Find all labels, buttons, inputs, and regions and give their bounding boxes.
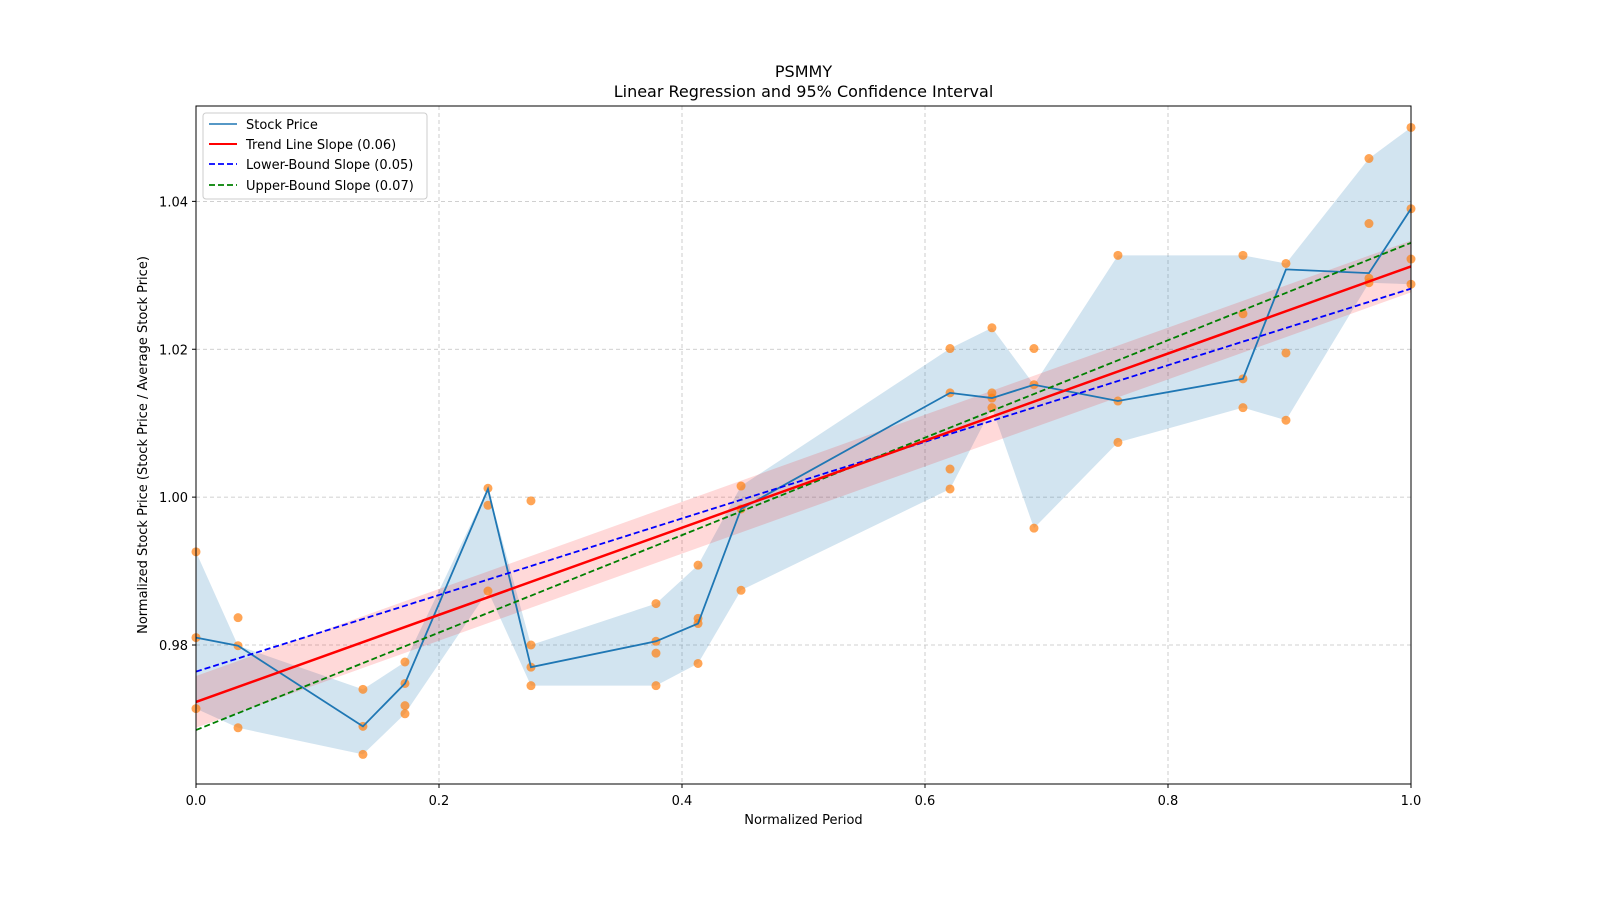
y-tick-label: 1.02 <box>159 343 188 358</box>
chart-title: PSMMY <box>775 62 832 81</box>
stock-price-band <box>196 127 1411 755</box>
data-point <box>358 684 368 694</box>
legend-label-lower-bound: Lower-Bound Slope (0.05) <box>246 158 413 173</box>
data-point <box>1238 250 1248 260</box>
data-point <box>400 657 410 667</box>
data-point <box>1113 437 1123 447</box>
data-point <box>526 496 536 506</box>
y-tick-label: 1.04 <box>159 195 188 210</box>
data-point <box>945 344 955 354</box>
x-tick-label: 0.0 <box>186 794 207 809</box>
scatter-points <box>191 122 1416 759</box>
data-point <box>1029 344 1039 354</box>
data-point <box>233 723 243 733</box>
data-point <box>945 464 955 474</box>
data-point <box>233 613 243 623</box>
data-point <box>1281 415 1291 425</box>
data-point <box>651 681 661 691</box>
x-tick-label: 0.2 <box>429 794 450 809</box>
legend-label-upper-bound: Upper-Bound Slope (0.07) <box>246 179 414 194</box>
data-point <box>1113 250 1123 260</box>
data-point <box>400 709 410 719</box>
data-point <box>1364 219 1374 229</box>
y-tick-label: 1.00 <box>159 491 188 506</box>
data-point <box>1238 403 1248 413</box>
legend-box <box>202 112 428 200</box>
regression-lines <box>195 241 1412 731</box>
chart-subtitle: Linear Regression and 95% Confidence Int… <box>614 82 994 101</box>
data-point <box>1364 153 1374 163</box>
data-point <box>1281 258 1291 268</box>
data-point <box>987 323 997 333</box>
y-axis-label: Normalized Stock Price (Stock Price / Av… <box>136 256 151 634</box>
legend-label-stock-price: Stock Price <box>246 118 318 133</box>
upper-bound-line <box>195 241 1412 731</box>
data-point <box>1029 523 1039 533</box>
data-point <box>483 586 493 596</box>
data-point <box>736 585 746 595</box>
lower-bound-line <box>195 287 1412 673</box>
x-tick-label: 0.6 <box>915 794 936 809</box>
data-point <box>526 640 536 650</box>
data-point <box>693 560 703 570</box>
data-point <box>526 681 536 691</box>
x-tick-label: 0.4 <box>672 794 693 809</box>
data-point <box>483 500 493 510</box>
x-axis: 0.0 0.2 0.4 0.6 0.8 1.0 <box>186 784 1422 809</box>
legend: Stock Price Trend Line Slope (0.06) Lowe… <box>202 112 428 200</box>
x-tick-label: 1.0 <box>1401 794 1422 809</box>
data-point <box>400 701 410 711</box>
stock-price-band-area <box>196 127 1411 755</box>
data-point <box>736 481 746 491</box>
stock-price-series <box>195 208 1412 728</box>
data-point <box>651 648 661 658</box>
x-axis-label: Normalized Period <box>744 813 862 828</box>
plot-frame <box>195 105 1412 785</box>
data-point <box>1281 348 1291 358</box>
data-point <box>651 599 661 609</box>
y-tick-label: 0.98 <box>159 639 188 654</box>
trend-line <box>195 265 1412 704</box>
y-axis: 0.98 1.00 1.02 1.04 <box>159 195 196 654</box>
legend-label-trend-line: Trend Line Slope (0.06) <box>245 138 396 153</box>
data-point <box>945 484 955 494</box>
grid <box>196 106 1411 784</box>
stock-price-line <box>195 208 1412 728</box>
x-tick-label: 0.8 <box>1158 794 1179 809</box>
data-point <box>693 658 703 668</box>
data-point <box>358 749 368 759</box>
